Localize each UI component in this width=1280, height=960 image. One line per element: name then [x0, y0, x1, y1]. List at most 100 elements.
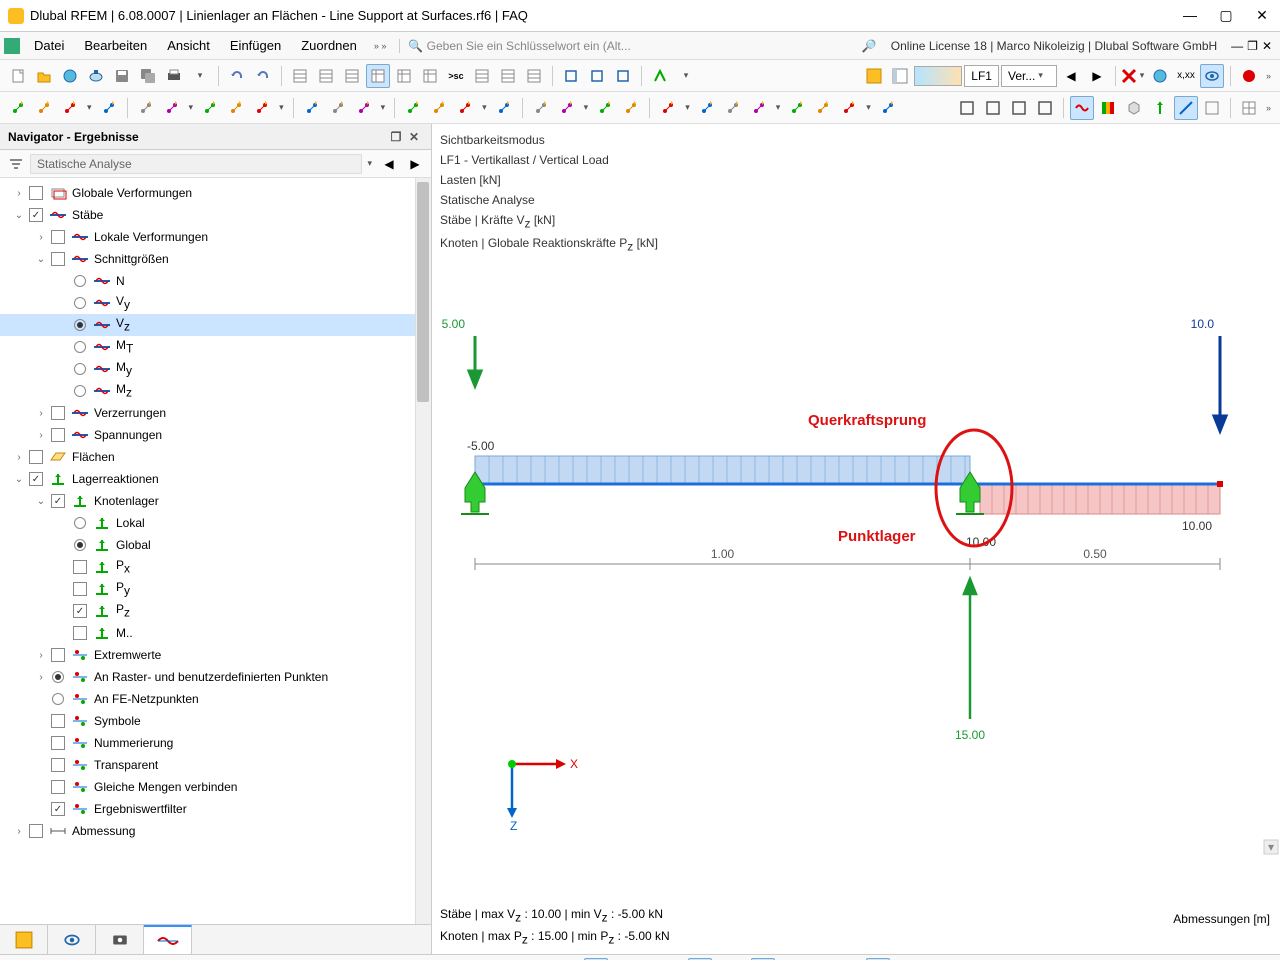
navigator-close-button[interactable]: ✕ — [405, 130, 423, 144]
tree-expander[interactable]: › — [34, 408, 48, 419]
new-file-icon[interactable] — [6, 64, 30, 88]
tree-expander[interactable]: ⌄ — [34, 496, 48, 507]
maximize-button[interactable]: ▢ — [1216, 7, 1236, 24]
tool2-icon-25[interactable] — [811, 96, 835, 120]
navigator-tree[interactable]: ›Globale Verformungen⌄Stäbe›Lokale Verfo… — [0, 178, 431, 924]
tree-row[interactable]: ⌄Lagerreaktionen — [0, 468, 431, 490]
tool2-icon-5[interactable] — [160, 96, 184, 120]
tool2-icon-3[interactable] — [97, 96, 121, 120]
tree-row[interactable]: ›Flächen — [0, 446, 431, 468]
nav-tab-data[interactable] — [0, 925, 48, 954]
tool2-icon-27[interactable] — [876, 96, 900, 120]
tree-expander[interactable]: ⌄ — [12, 210, 26, 221]
line-icon[interactable] — [1174, 96, 1198, 120]
tree-radio[interactable] — [74, 539, 86, 551]
tree-checkbox[interactable] — [73, 626, 87, 640]
tree-expander[interactable]: ⌄ — [12, 474, 26, 485]
tree-radio[interactable] — [74, 319, 86, 331]
calculate-icon[interactable] — [648, 64, 672, 88]
tree-checkbox[interactable] — [51, 428, 65, 442]
tree-checkbox[interactable] — [29, 472, 43, 486]
tree-row[interactable]: An FE-Netzpunkten — [0, 688, 431, 710]
doc-icon[interactable] — [496, 64, 520, 88]
tool2-icon-22[interactable] — [721, 96, 745, 120]
results-diagram-icon[interactable] — [1070, 96, 1094, 120]
eye-toggle-icon[interactable] — [1200, 64, 1224, 88]
tree-row[interactable]: My — [0, 358, 431, 380]
nav-tab-display[interactable] — [48, 925, 96, 954]
tree-row[interactable]: ⌄Knotenlager — [0, 490, 431, 512]
units-icon[interactable]: x,xx — [1174, 64, 1198, 88]
tables-icon[interactable] — [366, 64, 390, 88]
tree-row[interactable]: N — [0, 270, 431, 292]
viewport[interactable]: SichtbarkeitsmodusLF1 - Vertikallast / V… — [432, 124, 1280, 954]
tree-row[interactable]: Nummerierung — [0, 732, 431, 754]
tree-checkbox[interactable] — [51, 780, 65, 794]
panel-icon[interactable] — [888, 64, 912, 88]
model-check-icon[interactable] — [340, 64, 364, 88]
cloud-icon[interactable] — [84, 64, 108, 88]
search-icon[interactable]: 🔎 — [858, 39, 881, 53]
list-icon[interactable] — [418, 64, 442, 88]
tree-checkbox[interactable] — [29, 450, 43, 464]
tree-radio[interactable] — [74, 385, 86, 397]
tree-radio[interactable] — [74, 297, 86, 309]
tool2-icon-16[interactable] — [529, 96, 553, 120]
mesh-icon[interactable] — [288, 64, 312, 88]
tool2-icon-14[interactable] — [453, 96, 477, 120]
tree-expander[interactable]: › — [12, 452, 26, 463]
tree-expander[interactable]: › — [34, 430, 48, 441]
tree-checkbox[interactable] — [51, 736, 65, 750]
tree-row[interactable]: ›Lokale Verformungen — [0, 226, 431, 248]
nav-tab-views[interactable] — [96, 925, 144, 954]
tree-row[interactable]: ›Globale Verformungen — [0, 182, 431, 204]
tool2-icon-2[interactable] — [58, 96, 82, 120]
tree-checkbox[interactable] — [51, 406, 65, 420]
arrows-icon[interactable] — [1148, 96, 1172, 120]
globe-icon[interactable] — [1148, 64, 1172, 88]
play-icon[interactable] — [1033, 96, 1057, 120]
menu-datei[interactable]: Datei — [24, 34, 74, 57]
calc-button-icon[interactable] — [522, 64, 546, 88]
tree-expander[interactable]: › — [34, 672, 48, 683]
tree-scrollbar[interactable] — [415, 178, 431, 924]
tree-row[interactable]: ›Verzerrungen — [0, 402, 431, 424]
tool2-icon-12[interactable] — [401, 96, 425, 120]
tree-checkbox[interactable] — [73, 560, 87, 574]
mdi-minimize[interactable]: — — [1231, 39, 1243, 53]
next-lf-button[interactable]: ▶ — [1085, 64, 1109, 88]
menu-einfügen[interactable]: Einfügen — [220, 34, 291, 57]
tool2-icon-18[interactable] — [593, 96, 617, 120]
tree-expander[interactable]: › — [34, 232, 48, 243]
mdi-restore[interactable]: ❐ — [1247, 39, 1258, 53]
print-icon[interactable] — [162, 64, 186, 88]
redo-icon[interactable] — [251, 64, 275, 88]
tree-checkbox[interactable] — [51, 802, 65, 816]
tree-checkbox[interactable] — [29, 208, 43, 222]
load-case-code[interactable]: LF1 — [964, 65, 999, 87]
filter-icon[interactable] — [955, 96, 979, 120]
tree-row[interactable]: Vz — [0, 314, 431, 336]
tree-row[interactable]: Gleiche Mengen verbinden — [0, 776, 431, 798]
tree-row[interactable]: Pz — [0, 600, 431, 622]
tree-radio[interactable] — [74, 517, 86, 529]
tree-expander[interactable]: ⌄ — [34, 254, 48, 265]
calculate-dropdown[interactable]: ▾ — [674, 64, 698, 88]
target-icon[interactable] — [314, 64, 338, 88]
lf-color-gradient[interactable] — [914, 66, 962, 86]
tree-row[interactable]: ⌄Stäbe — [0, 204, 431, 226]
tool2-icon-26[interactable] — [837, 96, 861, 120]
tree-radio[interactable] — [52, 693, 64, 705]
keyword-search[interactable]: 🔍 Geben Sie ein Schlüsselwort ein (Alt..… — [399, 39, 847, 53]
delete-results-icon[interactable]: ▾ — [1122, 64, 1146, 88]
tool2-icon-10[interactable] — [326, 96, 350, 120]
nav-tab-results[interactable] — [144, 925, 192, 954]
filter-prev[interactable]: ◀ — [377, 152, 401, 176]
menu-bearbeiten[interactable]: Bearbeiten — [74, 34, 157, 57]
menu-ansicht[interactable]: Ansicht — [157, 34, 220, 57]
tool2-icon-6[interactable] — [198, 96, 222, 120]
tree-row[interactable]: ›An Raster- und benutzerdefinierten Punk… — [0, 666, 431, 688]
tree-row[interactable]: ›Extremwerte — [0, 644, 431, 666]
tree-checkbox[interactable] — [73, 582, 87, 596]
minimize-button[interactable]: — — [1180, 7, 1200, 24]
